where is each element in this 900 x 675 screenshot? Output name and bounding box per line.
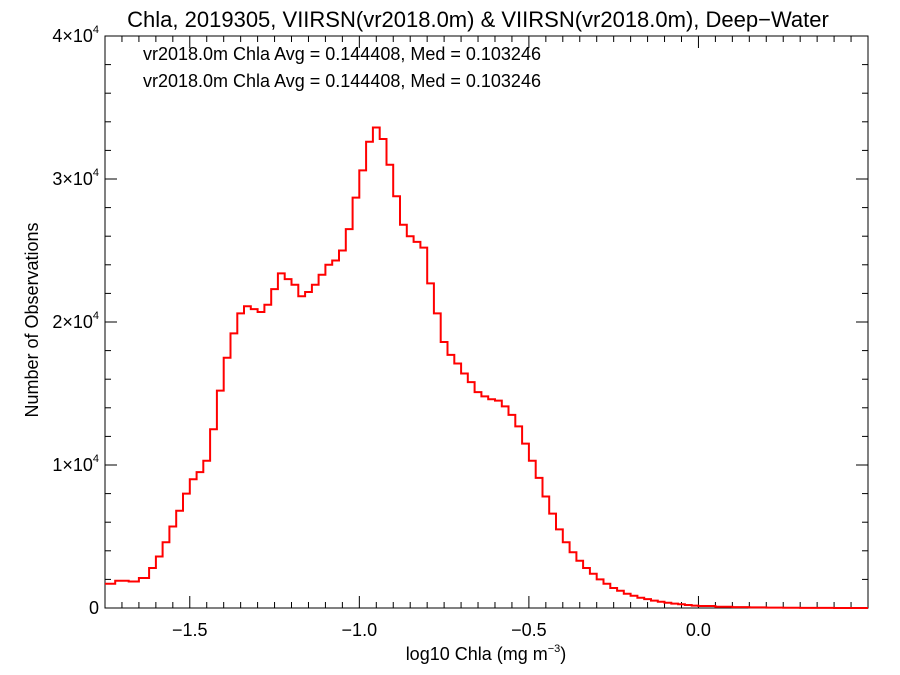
y-tick-label: 2×104 [52,310,99,332]
x-tick-label: −1.5 [172,620,208,640]
y-tick-label-main: 2×10 [52,312,93,332]
x-tick-label: −1.0 [342,620,378,640]
y-tick-label-exponent: 4 [93,453,99,465]
y-tick-label-exponent: 4 [93,167,99,179]
annotation-group: vr2018.0m Chla Avg = 0.144408, Med = 0.1… [143,44,541,91]
x-axis: −1.5 −1.0 −0.5 0.0 [104,36,852,640]
y-tick-label-exponent: 4 [93,310,99,322]
chart-title: Chla, 2019305, VIIRSN(vr2018.0m) & VIIRS… [127,7,829,32]
plot-frame [104,35,869,609]
y-axis-label: Number of Observations [22,222,42,417]
y-tick-label: 1×104 [52,453,99,475]
x-axis-label: log10 Chla (mg m−3) [406,643,567,664]
annotation-stats: vr2018.0m Chla Avg = 0.144408, Med = 0.1… [143,44,541,64]
y-tick-label-main: 0 [89,598,99,618]
y-tick-label-main: 1×10 [52,455,93,475]
y-tick-label: 3×104 [52,167,99,189]
y-tick-label-main: 3×10 [52,169,93,189]
x-axis-label-main: log10 Chla (mg m [406,644,548,664]
annotation-stats: vr2018.0m Chla Avg = 0.144408, Med = 0.1… [143,71,541,91]
y-tick-label: 0 [89,598,99,618]
x-tick-label: 0.0 [686,620,711,640]
y-tick-label-exponent: 4 [93,24,99,36]
x-tick-label: −0.5 [511,620,547,640]
x-axis-label-close: ) [560,644,566,664]
x-axis-label-superscript: −3 [548,643,561,655]
series-layer [105,126,868,609]
histogram-series-line [105,126,868,609]
y-tick-label: 4×104 [52,24,99,46]
y-tick-label-main: 4×10 [52,26,93,46]
